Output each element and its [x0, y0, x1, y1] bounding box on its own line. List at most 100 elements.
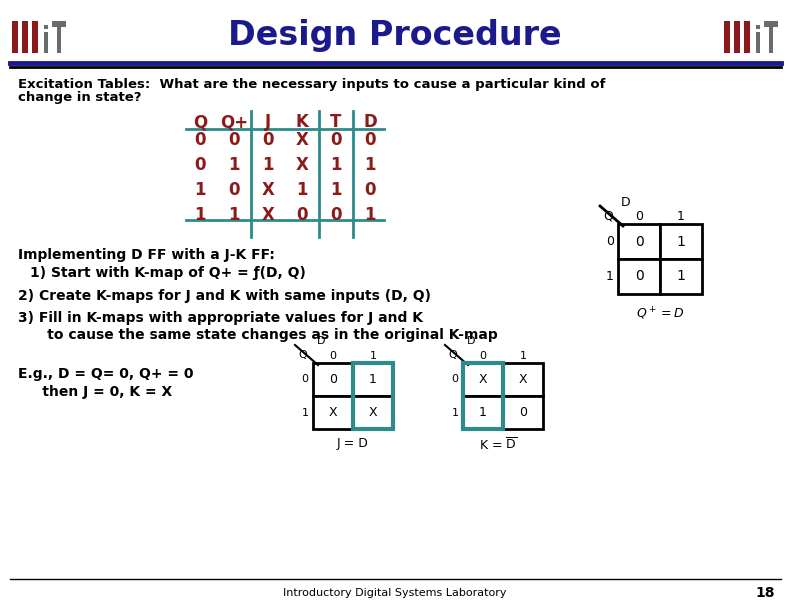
Text: X: X	[369, 406, 377, 419]
Bar	[618, 224, 660, 259]
Text: 1: 1	[677, 211, 685, 224]
Text: 1: 1	[606, 270, 614, 283]
Text: 0: 0	[364, 131, 376, 149]
Bar	[756, 25, 760, 29]
Text: then J = 0, K = X: then J = 0, K = X	[18, 385, 172, 399]
Text: 1: 1	[301, 408, 308, 417]
Bar	[353, 363, 393, 429]
Text: 0: 0	[635, 211, 643, 224]
Bar	[744, 21, 750, 53]
Text: Q: Q	[299, 350, 308, 360]
Text: 0: 0	[331, 131, 342, 149]
Text: 1: 1	[676, 269, 686, 284]
Text: X: X	[329, 406, 337, 419]
Text: 1: 1	[229, 156, 240, 174]
Text: 3) Fill in K-maps with appropriate values for J and K: 3) Fill in K-maps with appropriate value…	[18, 311, 423, 325]
Text: 1: 1	[364, 156, 376, 174]
Text: 0: 0	[195, 156, 206, 174]
Bar	[12, 21, 18, 53]
Bar	[503, 363, 543, 396]
Text: 0: 0	[195, 131, 206, 149]
Bar	[503, 396, 543, 429]
Text: 1: 1	[452, 408, 459, 417]
Text: D: D	[363, 113, 377, 131]
Text: T: T	[331, 113, 342, 131]
Text: Q: Q	[603, 210, 613, 222]
Bar	[660, 259, 702, 294]
Text: 0: 0	[301, 375, 308, 384]
Bar	[463, 363, 503, 396]
Text: Q: Q	[193, 113, 207, 131]
Text: 0: 0	[263, 131, 274, 149]
Text: 0: 0	[330, 351, 336, 361]
Text: D: D	[467, 336, 475, 346]
Text: 18: 18	[755, 586, 775, 600]
Text: Q+: Q+	[220, 113, 248, 131]
Text: 1: 1	[229, 206, 240, 224]
Text: X: X	[519, 373, 528, 386]
Bar	[313, 396, 353, 429]
Text: $Q^+ = D$: $Q^+ = D$	[636, 306, 684, 322]
Text: X: X	[262, 206, 274, 224]
Text: Design Procedure: Design Procedure	[228, 20, 562, 53]
Text: J = D: J = D	[337, 437, 369, 450]
Bar	[52, 21, 66, 27]
Text: change in state?: change in state?	[18, 91, 142, 104]
Text: 0: 0	[519, 406, 527, 419]
Text: 1: 1	[676, 235, 686, 249]
Text: 1: 1	[369, 351, 377, 361]
Text: 1: 1	[297, 181, 308, 199]
Text: 0: 0	[634, 269, 643, 284]
Bar	[57, 27, 61, 53]
Text: 2) Create K-maps for J and K with same inputs (D, Q): 2) Create K-maps for J and K with same i…	[18, 289, 431, 303]
Text: Excitation Tables:  What are the necessary inputs to cause a particular kind of: Excitation Tables: What are the necessar…	[18, 78, 605, 91]
Bar	[463, 396, 503, 429]
Bar	[44, 25, 48, 29]
Text: K = $\overline{\rm D}$: K = $\overline{\rm D}$	[479, 437, 517, 453]
Bar	[769, 27, 773, 53]
Text: D: D	[621, 196, 630, 208]
Bar	[734, 21, 740, 53]
Text: X: X	[479, 373, 487, 386]
Text: 0: 0	[329, 373, 337, 386]
Bar	[44, 32, 48, 53]
Text: K: K	[296, 113, 308, 131]
Text: 1: 1	[364, 206, 376, 224]
Text: 0: 0	[479, 351, 486, 361]
Text: 0: 0	[452, 375, 459, 384]
Text: Implementing D FF with a J-K FF:: Implementing D FF with a J-K FF:	[18, 248, 275, 262]
Bar	[22, 21, 28, 53]
Text: 0: 0	[229, 131, 240, 149]
Bar	[32, 21, 38, 53]
Text: Q: Q	[448, 350, 457, 360]
Text: 1: 1	[263, 156, 274, 174]
Bar	[756, 32, 760, 53]
Text: X: X	[262, 181, 274, 199]
Text: to cause the same state changes as in the original K-map: to cause the same state changes as in th…	[18, 328, 498, 342]
Text: 0: 0	[634, 235, 643, 249]
Text: 1: 1	[369, 373, 377, 386]
Bar	[353, 396, 393, 429]
Text: E.g., D = Q= 0, Q+ = 0: E.g., D = Q= 0, Q+ = 0	[18, 367, 194, 381]
Text: J: J	[265, 113, 271, 131]
Bar	[764, 21, 778, 27]
Text: 1: 1	[195, 206, 206, 224]
Text: D: D	[316, 336, 325, 346]
Bar	[353, 363, 393, 396]
Text: 0: 0	[297, 206, 308, 224]
Text: 1: 1	[331, 181, 342, 199]
Text: 0: 0	[606, 235, 614, 248]
Text: 1: 1	[331, 156, 342, 174]
Bar	[313, 363, 353, 396]
Text: 1) Start with K-map of Q+ = ƒ(D, Q): 1) Start with K-map of Q+ = ƒ(D, Q)	[30, 266, 306, 280]
Bar	[724, 21, 730, 53]
Text: 1: 1	[479, 406, 487, 419]
Text: X: X	[296, 131, 308, 149]
Text: 0: 0	[364, 181, 376, 199]
Text: 1: 1	[195, 181, 206, 199]
Text: Introductory Digital Systems Laboratory: Introductory Digital Systems Laboratory	[283, 588, 507, 598]
Bar	[618, 259, 660, 294]
Text: 0: 0	[331, 206, 342, 224]
Text: 1: 1	[520, 351, 527, 361]
Bar	[463, 363, 503, 429]
